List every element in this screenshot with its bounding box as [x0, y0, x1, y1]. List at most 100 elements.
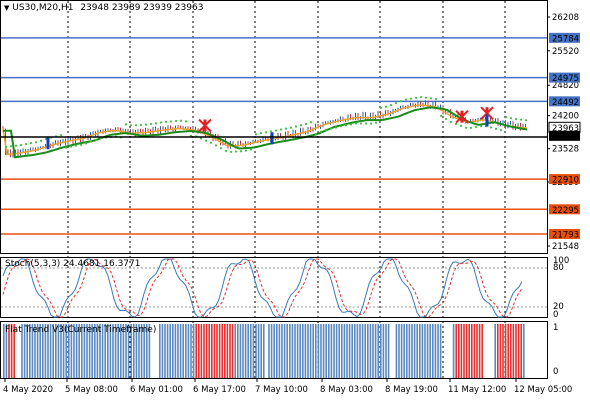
- flat-trend-bar: [172, 324, 174, 378]
- flat-trend-bar: [44, 324, 47, 378]
- psar-dot: [289, 126, 293, 129]
- flat-trend-bar: [244, 324, 247, 378]
- flat-trend-bar: [211, 324, 213, 378]
- psar-dot: [154, 122, 158, 125]
- psar-dot: [174, 119, 178, 123]
- flat-trend-bar: [382, 324, 385, 378]
- flat-trend-bar: [57, 324, 60, 378]
- price-level-tag: [549, 174, 580, 185]
- flat-trend-bar: [5, 324, 8, 378]
- flat-trend-bar: [406, 324, 408, 378]
- flat-trend-bar: [73, 324, 75, 378]
- flat-trend-bar: [260, 324, 262, 378]
- psar-dot: [439, 114, 443, 117]
- flat-trend-bar: [187, 324, 190, 378]
- price-level-tag-text: 22910: [552, 176, 579, 186]
- psar-dot: [354, 122, 358, 125]
- flat-trend-bar: [426, 324, 429, 378]
- psar-dot: [139, 123, 143, 127]
- psar-dot: [24, 142, 28, 146]
- flat-trend-bar: [10, 324, 13, 378]
- psar-dot: [429, 97, 433, 100]
- psar-dot: [79, 143, 83, 146]
- flat-trend-bar: [343, 324, 346, 378]
- flat-trend-bar: [278, 324, 281, 378]
- time-axis-label: 11 May 12:00: [448, 385, 506, 395]
- flat-trend-bar: [523, 324, 525, 378]
- flat-trend-bar: [317, 324, 320, 378]
- flat-trend-bar: [120, 324, 122, 378]
- flat-trend-bar: [504, 324, 507, 378]
- flat-trend-bar: [81, 324, 83, 378]
- flat-trend-bar: [458, 324, 460, 378]
- psar-dot: [9, 145, 13, 148]
- time-axis-label: 12 May 05:00: [514, 385, 572, 395]
- psar-dot: [369, 122, 373, 125]
- psar-dot: [149, 122, 153, 126]
- symbol-header: ▼ US30,M20,H1 23948 23989 23939 23963: [4, 3, 203, 14]
- psar-dot: [204, 139, 208, 142]
- flat-trend-bar: [3, 324, 5, 378]
- price-level-tag: [549, 130, 580, 141]
- flat-trend-bar: [177, 324, 179, 378]
- time-axis-label: 6 May 17:00: [193, 385, 246, 395]
- psar-dot: [374, 121, 378, 124]
- psar-dot: [279, 128, 283, 131]
- psar-dot: [14, 144, 18, 147]
- psar-dot: [474, 125, 478, 129]
- psar-dot: [479, 124, 483, 128]
- flat-trend-bar: [229, 324, 231, 378]
- price-level-tag: [549, 228, 580, 239]
- main-chart-pane[interactable]: [0, 0, 548, 254]
- stoch-scale-100: 100: [553, 256, 570, 266]
- psar-dot: [144, 123, 148, 126]
- psar-dot: [219, 147, 223, 150]
- flat-trend-bar: [218, 324, 221, 378]
- flat-trend-bar: [398, 324, 400, 378]
- psar-dot: [489, 126, 493, 129]
- psar-dot: [69, 145, 73, 148]
- psar-dot: [64, 146, 68, 149]
- psar-dot: [84, 142, 88, 145]
- flat-scale-0: 0: [553, 367, 559, 377]
- flat-trend-bar: [437, 324, 439, 378]
- flat-trend-bar: [434, 324, 437, 378]
- triangle-down-icon[interactable]: ▼: [4, 4, 10, 12]
- flat-trend-bar: [424, 324, 426, 378]
- flat-trend-bar: [465, 324, 468, 378]
- flat-trend-bar: [198, 324, 200, 378]
- flat-trend-bar: [312, 324, 314, 378]
- flat-trend-bar: [400, 324, 403, 378]
- flat-trend-bar: [499, 324, 502, 378]
- flat-trend-bar: [348, 324, 351, 378]
- flat-trend-bar: [408, 324, 411, 378]
- psar-dot: [464, 126, 468, 129]
- flat-trend-bar: [497, 324, 499, 378]
- flat-trend-bar: [224, 324, 226, 378]
- psar-dot: [409, 97, 413, 100]
- flat-trend-bar: [296, 324, 299, 378]
- flat-trend-bar: [205, 324, 208, 378]
- stoch-main-line: [2, 258, 523, 318]
- price-level-tag-text: 24975: [552, 74, 579, 84]
- psar-dot: [379, 106, 383, 109]
- price-level-tag: [549, 72, 580, 83]
- flat-trend-bar: [112, 324, 114, 378]
- flat-trend-bar: [13, 324, 15, 378]
- psar-dot: [294, 125, 298, 128]
- flat-trend-bar: [159, 324, 161, 378]
- price-level-tag-text: 21793: [552, 230, 579, 240]
- flat-trend-bar: [413, 324, 416, 378]
- flat-trend-bar: [309, 324, 312, 378]
- flat-scale-1: 1: [553, 323, 559, 333]
- psar-dot: [324, 128, 328, 132]
- time-axis-label: 5 May 08:00: [65, 385, 118, 395]
- psar-dot: [89, 140, 93, 143]
- psar-dot: [509, 117, 513, 120]
- flat-trend-bar: [299, 324, 301, 378]
- psar-dot: [304, 122, 308, 126]
- psar-dot: [514, 118, 518, 121]
- psar-dot: [314, 132, 318, 135]
- flat-trend-bar: [270, 324, 273, 378]
